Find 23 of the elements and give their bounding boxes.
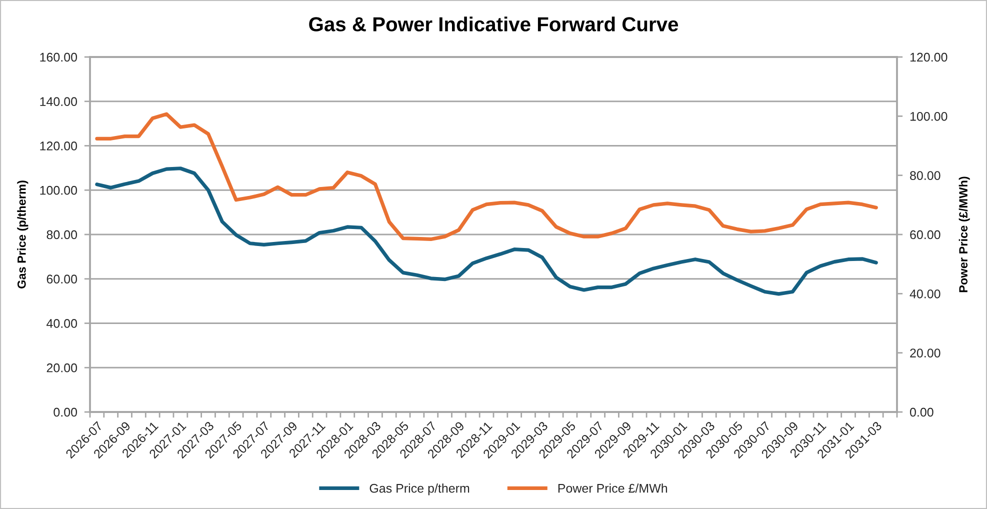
line-series bbox=[95, 166, 878, 296]
y-tick-label: 120.00 bbox=[40, 142, 78, 150]
y-axis-title: Gas Price (p/therm) bbox=[17, 180, 28, 288]
y-tick-label: 140.00 bbox=[40, 97, 78, 106]
y2-tick-label: 60.00 bbox=[910, 230, 940, 240]
y2-axis-title: Power Price (£/MWh) bbox=[958, 176, 970, 292]
chart-title: Gas & Power Indicative Forward Curve bbox=[309, 16, 678, 32]
y-tick-label: 80.00 bbox=[46, 230, 78, 240]
legend-label: Power Price £/MWh bbox=[558, 484, 668, 493]
y2-tick-label: 20.00 bbox=[910, 348, 940, 358]
y2-tick-label: 100.00 bbox=[910, 112, 948, 121]
y-tick-label: 60.00 bbox=[46, 274, 78, 284]
y-tick-label: 40.00 bbox=[46, 319, 78, 328]
y-tick-label: 100.00 bbox=[40, 186, 78, 195]
legend-label: Gas Price p/therm bbox=[370, 484, 470, 496]
y2-tick-label: 120.00 bbox=[910, 52, 948, 62]
line-series bbox=[95, 112, 878, 242]
y-tick-label: 160.00 bbox=[40, 52, 78, 62]
y-tick-label: 20.00 bbox=[46, 363, 78, 372]
y2-tick-label: 40.00 bbox=[910, 289, 940, 298]
y2-tick-label: 80.00 bbox=[910, 171, 940, 180]
y-tick-label: 0.00 bbox=[54, 408, 78, 417]
y2-tick-label: 0.00 bbox=[910, 408, 934, 417]
